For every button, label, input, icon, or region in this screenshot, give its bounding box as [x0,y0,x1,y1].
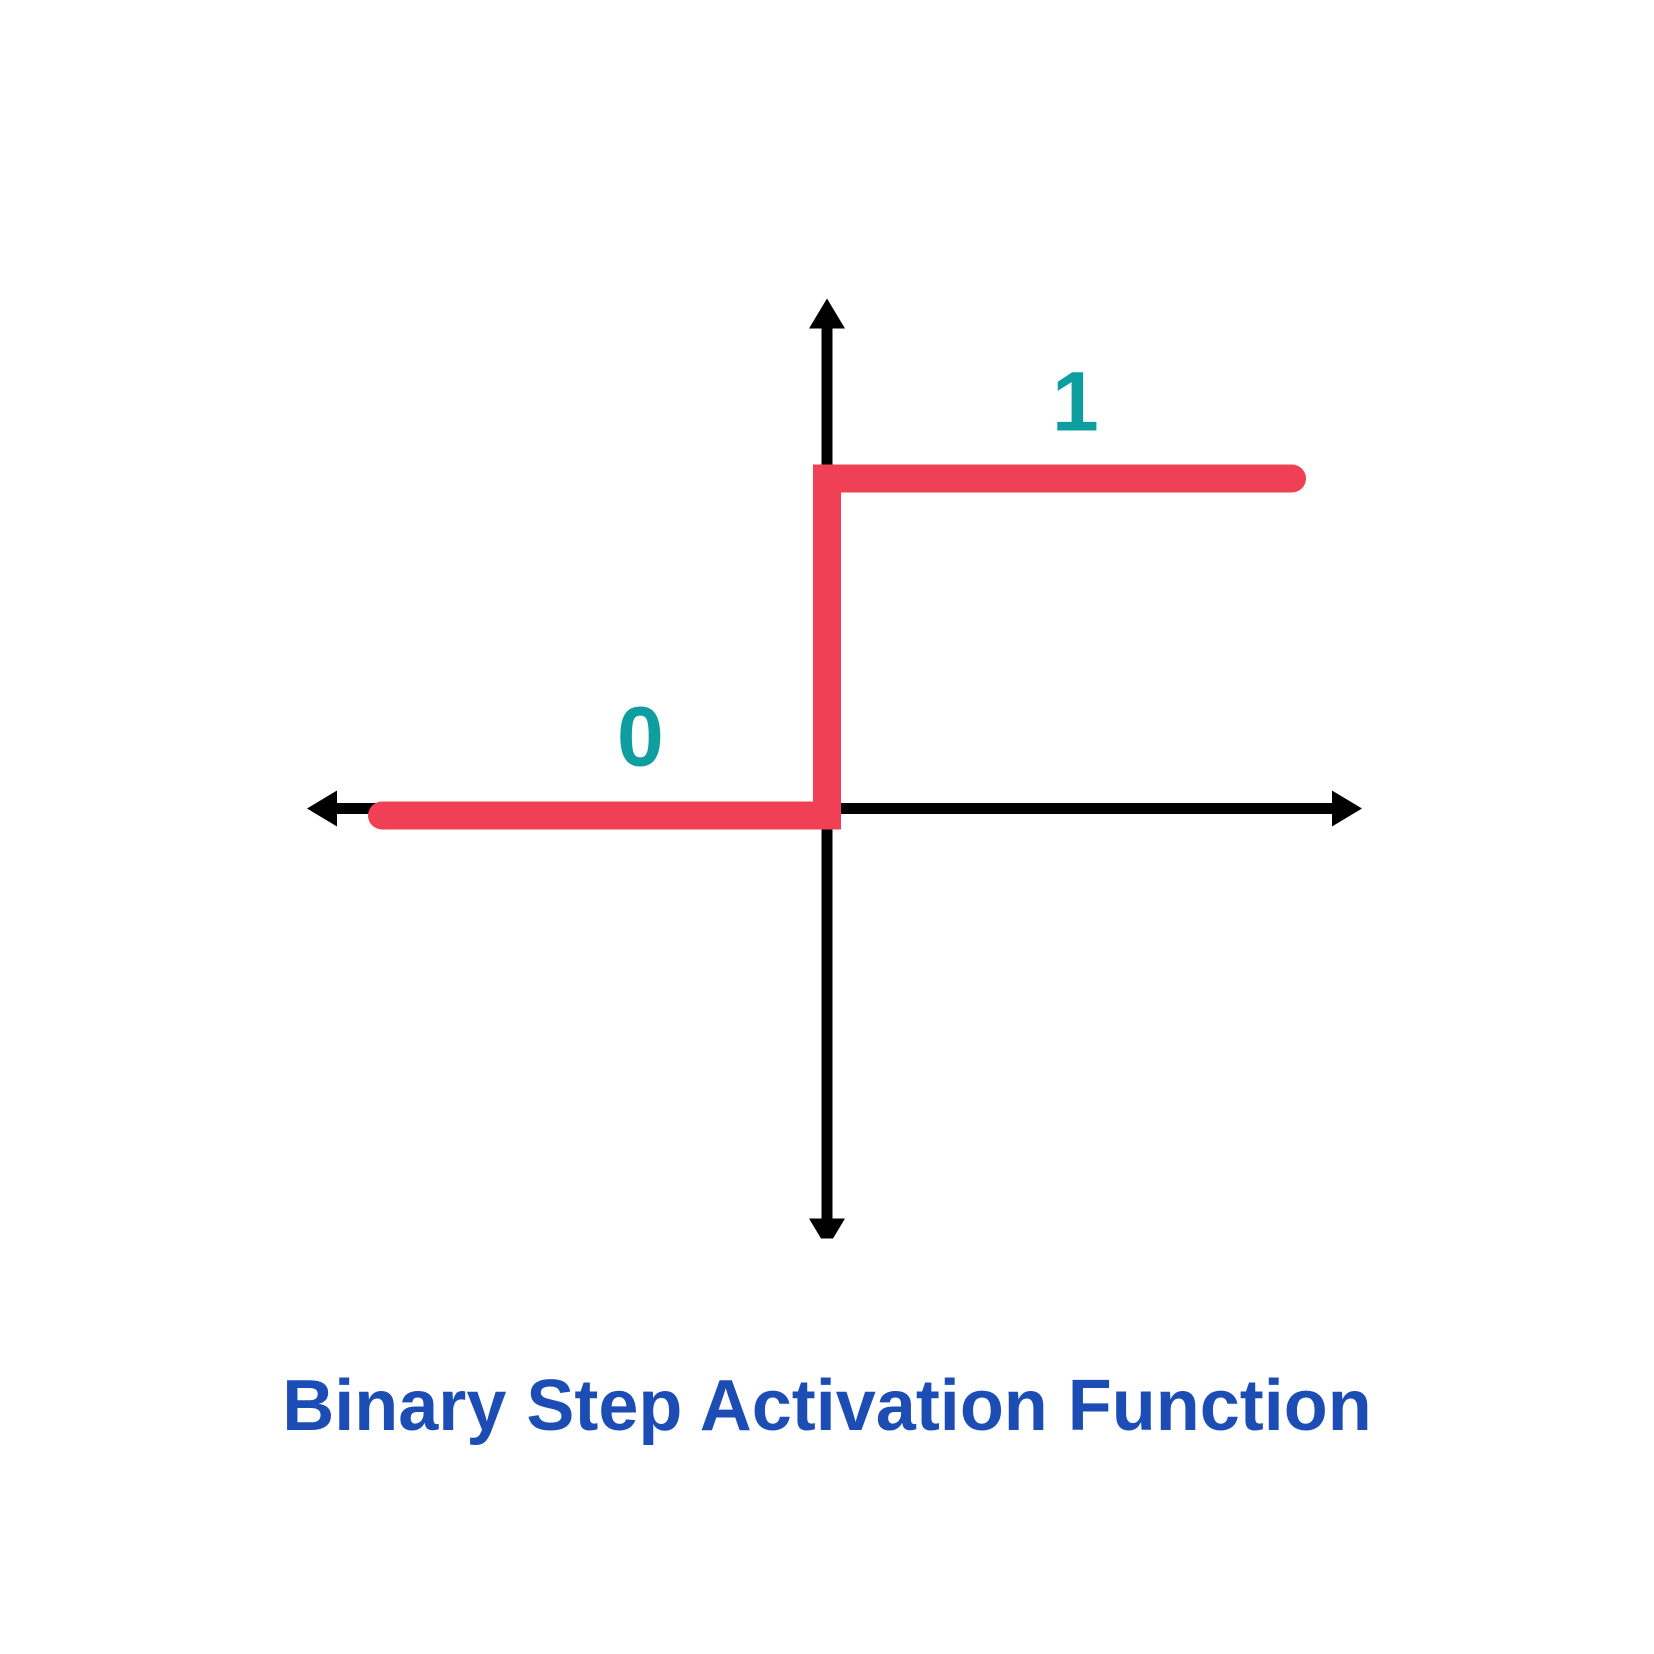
label-one: 1 [1052,355,1099,449]
step-function-chart: 01 [277,278,1377,1238]
label-zero: 0 [617,690,664,784]
arrowhead-down-icon [809,1218,845,1238]
arrowhead-left-icon [307,790,337,826]
chart-title: Binary Step Activation Function [0,1365,1654,1447]
step-curve [382,478,1292,815]
arrowhead-right-icon [1332,790,1362,826]
arrowhead-up-icon [809,298,845,328]
chart-container: 01 [277,278,1377,1243]
